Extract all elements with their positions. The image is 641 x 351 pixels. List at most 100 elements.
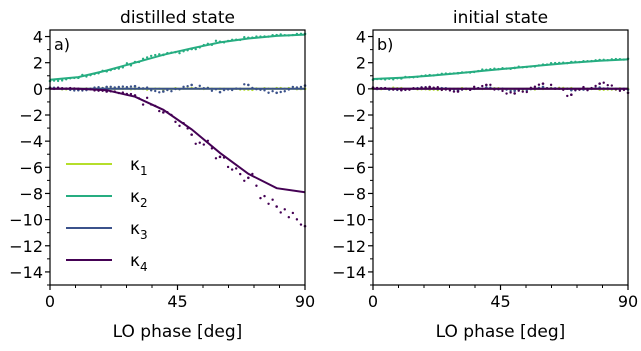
y-tick-label: −14 [332, 263, 366, 282]
y-tick-label: 2 [33, 54, 43, 73]
data-point [541, 85, 545, 89]
data-point [541, 82, 545, 85]
data-point [218, 90, 222, 94]
data-point [247, 176, 250, 180]
data-point [505, 92, 508, 95]
data-point [234, 167, 238, 170]
data-point [202, 143, 206, 146]
data-point [267, 202, 270, 205]
data-point [537, 83, 541, 86]
data-point [517, 89, 520, 92]
data-point [610, 84, 614, 87]
data-point [56, 79, 60, 83]
series-line [49, 33, 306, 81]
data-point [186, 84, 189, 88]
data-point [226, 165, 230, 169]
x-tick-label: 90 [618, 292, 638, 311]
series-2-group [371, 57, 630, 81]
series-4-group [48, 86, 307, 228]
data-point [141, 103, 145, 106]
data-point [598, 82, 601, 85]
data-point [513, 92, 516, 95]
data-point [570, 93, 573, 97]
legend-entry: κ3 [130, 219, 148, 242]
legend-entry: κ4 [130, 251, 148, 274]
data-point [275, 91, 278, 95]
data-point [295, 218, 299, 221]
x-tick-label: 0 [45, 292, 55, 311]
data-point [243, 36, 246, 39]
data-point [149, 54, 153, 58]
data-point [145, 96, 149, 100]
data-point [279, 211, 282, 214]
y-tick-label: 4 [356, 28, 366, 47]
data-point [170, 90, 173, 93]
data-point [178, 124, 181, 128]
data-point [182, 85, 185, 89]
data-point [291, 211, 295, 215]
panel-label: a) [54, 35, 70, 54]
y-tick-label: −12 [9, 237, 43, 256]
y-tick-label: 0 [33, 80, 43, 99]
data-point [606, 83, 609, 87]
data-point [259, 196, 262, 200]
data-point [279, 90, 282, 94]
x-tick-label: 45 [490, 292, 510, 311]
y-tick-label: −14 [9, 263, 43, 282]
data-point [452, 90, 456, 93]
data-point [247, 83, 250, 87]
data-point [594, 84, 597, 88]
data-point [218, 155, 222, 159]
chart-title: initial state [453, 8, 548, 28]
data-point [210, 89, 214, 92]
data-point [291, 85, 295, 89]
data-point [566, 94, 569, 98]
legend-entry: κ1 [130, 155, 148, 178]
data-point [178, 51, 181, 55]
y-tick-label: −10 [9, 211, 43, 230]
data-point [299, 85, 303, 89]
legend-entry: κ2 [130, 187, 148, 210]
y-tick-label: −4 [19, 132, 43, 151]
data-point [549, 83, 553, 87]
y-tick-label: −6 [19, 158, 43, 177]
data-point [190, 133, 193, 136]
x-axis-label: LO phase [deg] [436, 322, 566, 342]
panel-label: b) [377, 35, 393, 54]
chart-title: distilled state [120, 8, 235, 28]
data-point [243, 83, 246, 86]
data-point [456, 90, 460, 93]
data-point [582, 85, 585, 89]
y-tick-label: −12 [332, 237, 366, 256]
data-point [214, 39, 218, 43]
data-point [489, 83, 492, 87]
y-tick-label: 4 [33, 28, 43, 47]
series-4-group [371, 81, 630, 98]
data-point [485, 83, 488, 87]
data-point [125, 85, 129, 89]
series-line [50, 87, 306, 194]
data-point [525, 90, 529, 94]
data-point [60, 79, 64, 82]
y-tick-label: −4 [342, 132, 366, 151]
data-point [501, 89, 504, 93]
data-point [239, 172, 242, 176]
data-point [509, 91, 512, 94]
data-point [198, 84, 201, 88]
data-point [190, 83, 193, 87]
data-point [428, 85, 431, 89]
data-point [271, 89, 274, 93]
y-tick-label: −6 [342, 158, 366, 177]
data-point [267, 91, 270, 94]
data-point [97, 85, 100, 89]
data-point [287, 216, 291, 219]
data-point [602, 81, 605, 84]
data-point [283, 90, 286, 93]
data-point [158, 109, 161, 113]
y-tick-label: −8 [342, 184, 366, 203]
data-point [162, 111, 165, 114]
y-tick-label: 0 [356, 80, 366, 99]
data-point [129, 85, 133, 88]
